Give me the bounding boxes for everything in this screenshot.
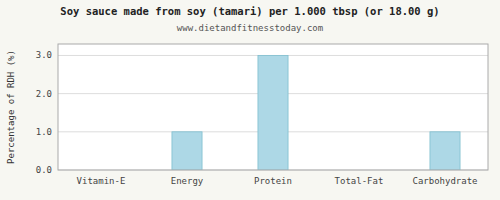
chart: Soy sauce made from soy (tamari) per 1.0… [0, 0, 500, 200]
bar [258, 55, 288, 170]
y-tick-label: 0.0 [36, 165, 52, 175]
bars [172, 55, 460, 170]
bar [172, 132, 202, 170]
y-axis-label: Percentage of RDH (%) [6, 50, 16, 164]
x-tick-label: Carbohydrate [412, 176, 477, 186]
y-tick-label: 1.0 [36, 127, 52, 137]
plot-area [58, 44, 488, 170]
bar [430, 132, 460, 170]
y-tick-label: 3.0 [36, 50, 52, 60]
subtitle: www.dietandfitnesstoday.com [177, 23, 323, 33]
plot-frame [58, 44, 488, 170]
x-tick-label: Protein [254, 176, 292, 186]
x-tick-label: Energy [171, 176, 204, 186]
x-tick-label: Vitamin-E [77, 176, 126, 186]
y-tick-label: 2.0 [36, 89, 52, 99]
title: Soy sauce made from soy (tamari) per 1.0… [60, 5, 439, 17]
x-tick-label: Total-Fat [335, 176, 384, 186]
